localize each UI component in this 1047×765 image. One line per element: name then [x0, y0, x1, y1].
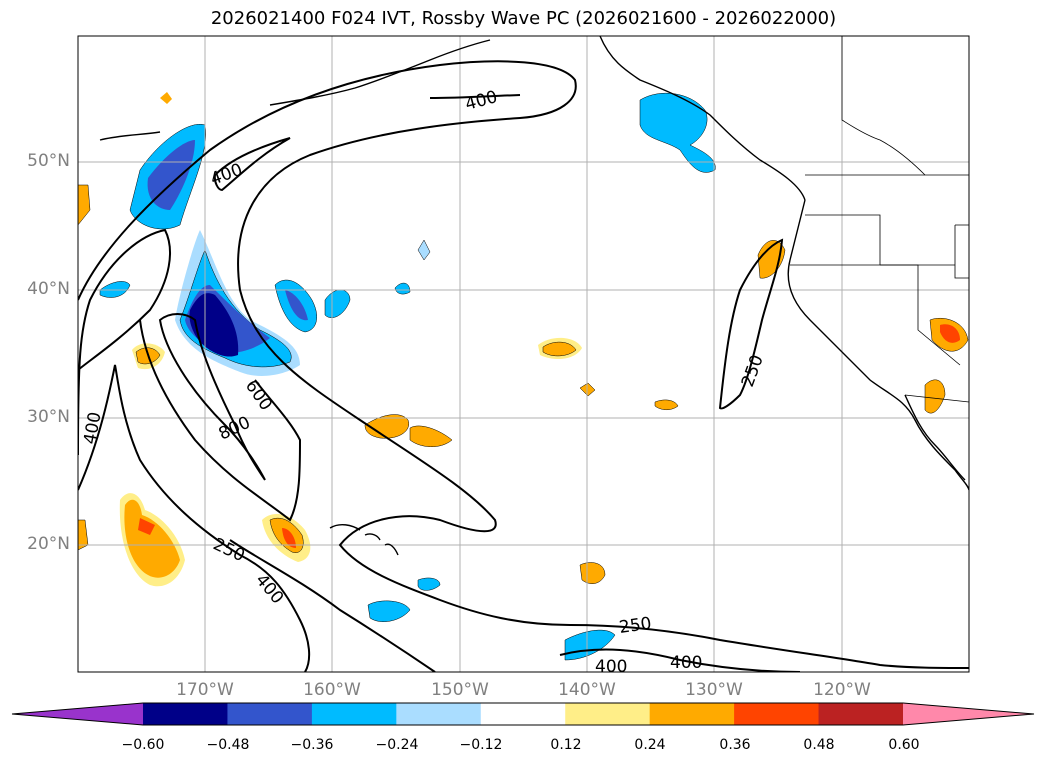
lat-label-40n: 40°N: [27, 279, 70, 299]
gridlines: [78, 36, 969, 672]
contour-inner-1: [213, 137, 291, 192]
anomaly-blob-small-1: [394, 282, 411, 295]
contour-label: 250: [618, 614, 653, 638]
anomaly-blob-pos-baja: [924, 379, 946, 414]
contour-inner-6: [229, 539, 436, 672]
colorbar-segment: [396, 703, 482, 725]
contour-outer: [78, 60, 969, 669]
lat-label-30n: 30°N: [27, 407, 70, 427]
ivt-map: 400 400 400 600 800 250 400 250 250 400 …: [77, 35, 970, 677]
colorbar-label: −0.60: [121, 737, 165, 753]
lon-label-160w: 160°W: [303, 680, 361, 700]
contour-inner-5: [78, 364, 311, 672]
anomaly-blob-small-2: [417, 239, 431, 261]
lon-label-140w: 140°W: [558, 680, 616, 700]
aleutian-west: [99, 131, 161, 141]
colorbar-label: −0.12: [459, 737, 503, 753]
anomaly-blob-nw-core: [147, 140, 195, 210]
anomaly-blob-pos-hawaii-core: [282, 528, 296, 548]
colorbar-segment: [734, 703, 820, 725]
political-borders: [790, 36, 969, 403]
aleutian-islands: [269, 39, 491, 106]
contour-label: 400: [670, 653, 702, 673]
lat-label-50n: 50°N: [27, 151, 70, 171]
contour-label: 400: [595, 657, 627, 677]
anomaly-blob-south-1: [367, 600, 411, 622]
map-title: 2026021400 F024 IVT, Rossby Wave PC (202…: [210, 8, 837, 29]
contour-400-north: [429, 94, 521, 99]
anomaly-blob-pos-center-inner: [542, 341, 577, 357]
lon-label-170w: 170°W: [176, 680, 234, 700]
us-mexico-border: [904, 394, 969, 403]
alaska-canada-border: [841, 36, 926, 176]
colorbar-label: 0.36: [719, 737, 751, 753]
lat-label-20n: 20°N: [27, 534, 70, 554]
anomaly-blob-gulf-alaska: [639, 93, 716, 173]
colorbar-label: 0.48: [803, 737, 835, 753]
anomaly-blob-157w: [324, 289, 351, 318]
ivt-contours: [78, 60, 969, 672]
contour-inner-3: [158, 313, 266, 481]
contour-inner-4: [139, 319, 302, 522]
anomaly-blob-pos-coast-1: [757, 240, 786, 279]
anomaly-blob-pos-sw-mid: [124, 499, 180, 578]
anomaly-blob-pos-small-3: [160, 92, 172, 104]
alaska-coast: [599, 36, 806, 201]
anomaly-blob-south-3: [417, 577, 441, 591]
lon-label-150w: 150°W: [431, 680, 489, 700]
anomaly-blob-central-core: [189, 293, 239, 357]
colorbar-segment: [227, 703, 313, 725]
colorbar-label: 0.12: [550, 737, 582, 753]
contour-coast-250: [718, 238, 784, 410]
colorbar-extend-right: [903, 703, 1034, 725]
colorbar-segment: [649, 703, 735, 725]
colorbar-segment: [143, 703, 228, 725]
contour-south: [559, 648, 801, 672]
anomaly-blob-pos-152w: [409, 425, 453, 447]
colorbar-label: −0.24: [375, 737, 419, 753]
colorbar-segment: [480, 703, 566, 725]
colorbar-segment: [565, 703, 651, 725]
contour-inner-2: [78, 228, 171, 456]
colorbar-label: −0.36: [290, 737, 334, 753]
anomaly-blob-pos-155w: [364, 414, 410, 439]
state-border-3: [880, 264, 961, 366]
state-border-4: [954, 224, 969, 279]
colorbar-extend-left: [12, 703, 143, 725]
state-border-1: [805, 214, 881, 265]
colorbar-label: 0.60: [888, 737, 920, 753]
colorbar-segments: [12, 703, 1034, 725]
anomaly-blob-pos-coast-2-core: [940, 324, 960, 343]
lon-label-120w: 120°W: [813, 680, 871, 700]
colorbar-segment: [311, 703, 397, 725]
colorbar-outline: [11, 702, 1035, 726]
anomaly-blob-pos-sw-core: [138, 518, 155, 535]
anomaly-blob-160w-dark: [285, 290, 308, 321]
negative-anomaly-regions: [99, 93, 716, 661]
anomaly-blob-west-1: [99, 281, 131, 298]
colorbar-segment: [818, 703, 904, 725]
baja-california: [904, 394, 966, 481]
colorbar-label: 0.24: [634, 737, 666, 753]
colorbar-label: −0.48: [206, 737, 250, 753]
lon-label-130w: 130°W: [685, 680, 743, 700]
anomaly-blob-pos-small-2: [654, 399, 679, 410]
anomaly-blob-pos-edge: [78, 184, 91, 226]
west-coast-us: [787, 199, 969, 491]
map-frame: [77, 35, 970, 673]
